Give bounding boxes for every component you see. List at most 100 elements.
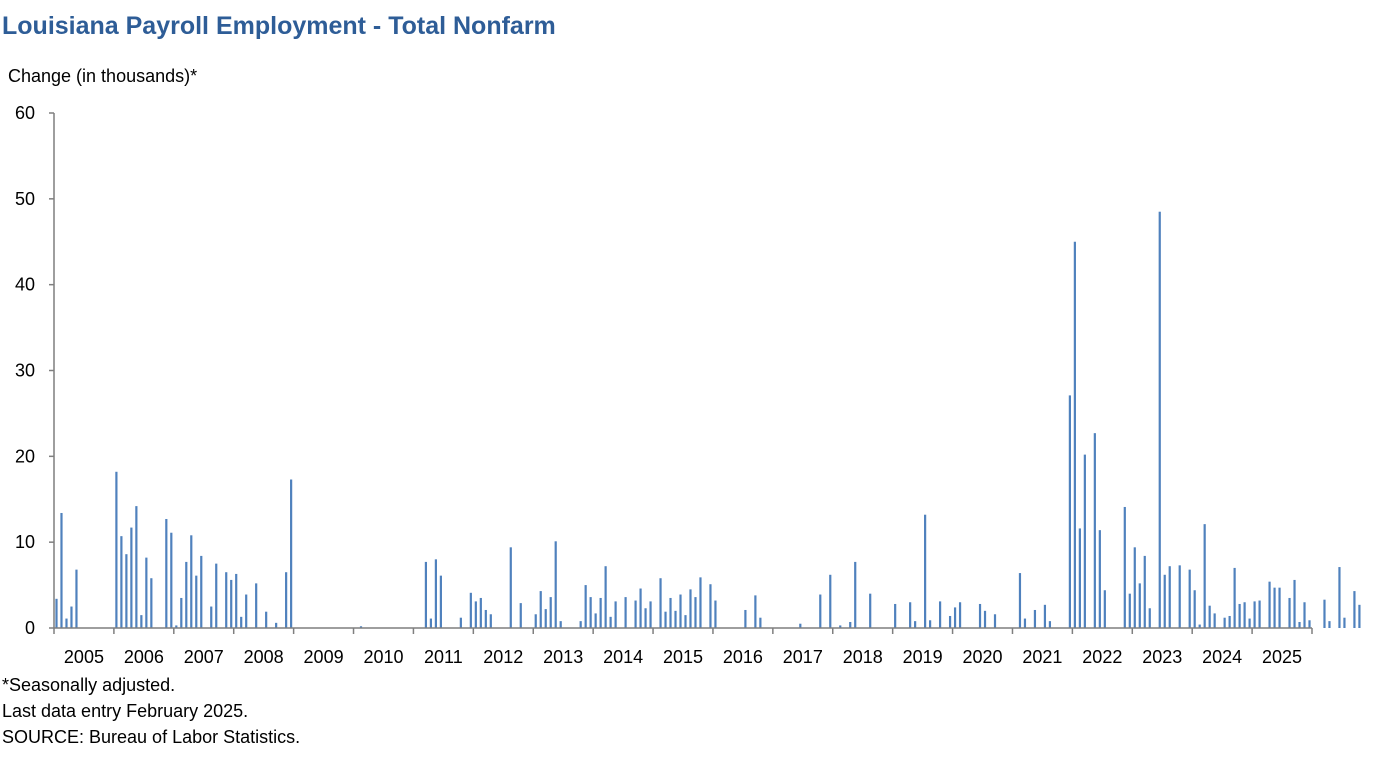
bar-2016-01 <box>714 600 717 628</box>
y-tick-label: 0 <box>25 618 35 638</box>
bar-2014-05 <box>614 601 617 628</box>
bar-2006-11 <box>165 518 168 628</box>
bar-2017-12 <box>829 574 832 628</box>
x-tick-label-2025: 2025 <box>1262 647 1302 667</box>
footnote-last-entry: Last data entry February 2025. <box>2 701 249 721</box>
bar-2005-01 <box>55 598 58 628</box>
bar-2016-09 <box>754 595 757 628</box>
bar-2017-10 <box>819 594 822 628</box>
bar-undefined-04 <box>1328 621 1331 628</box>
bar-2025-12 <box>1308 620 1311 628</box>
bar-2008-03 <box>245 594 248 628</box>
bar-2012-03 <box>484 609 487 628</box>
bar-2022-02 <box>1078 528 1081 628</box>
bar-2007-12 <box>230 579 233 628</box>
bar-2025-02 <box>1258 600 1261 628</box>
bar-2022-12 <box>1128 593 1131 628</box>
bar-2019-04 <box>909 602 912 628</box>
bar-2021-03 <box>1023 618 1027 628</box>
x-tick-label-2017: 2017 <box>783 647 823 667</box>
bar-2024-08 <box>1228 615 1231 628</box>
chart-title: Louisiana Payroll Employment - Total Non… <box>2 12 556 40</box>
y-tick-label: 40 <box>15 275 35 295</box>
bar-2024-11 <box>1243 602 1246 628</box>
bar-2008-02 <box>240 616 243 628</box>
bar-2015-07 <box>684 615 687 628</box>
bar-2006-12 <box>170 532 173 628</box>
bar-2020-07 <box>983 610 987 628</box>
y-tick-label: 50 <box>15 189 35 209</box>
bar-2007-06 <box>200 555 203 628</box>
x-tick-label-2010: 2010 <box>363 647 403 667</box>
bar-2018-05 <box>854 561 857 628</box>
bar-2011-10 <box>459 617 462 628</box>
bar-2013-04 <box>549 597 552 628</box>
x-tick-label-2016: 2016 <box>723 647 763 667</box>
bar-2013-05 <box>554 541 557 628</box>
y-axis-label: Change (in thousands)* <box>8 66 198 86</box>
bar-2005-05 <box>75 569 78 628</box>
bar-2025-05 <box>1273 587 1276 628</box>
x-tick-label-2020: 2020 <box>963 647 1003 667</box>
bar-2023-02 <box>1138 583 1141 628</box>
bar-2014-03 <box>604 566 607 628</box>
x-tick-label-2015: 2015 <box>663 647 703 667</box>
x-tick-label-2012: 2012 <box>483 647 523 667</box>
bar-2005-04 <box>70 606 73 628</box>
bar-2025-09 <box>1293 579 1296 628</box>
bar-2015-10 <box>699 577 702 628</box>
bar-2015-08 <box>689 589 692 628</box>
bar-2023-01 <box>1133 547 1136 628</box>
bar-2015-04 <box>669 597 672 628</box>
bar-2019-01 <box>894 603 897 628</box>
bar-2006-05 <box>135 506 138 628</box>
bar-2021-12 <box>1068 395 1071 628</box>
bar-undefined-03 <box>1323 599 1326 628</box>
bar-2023-07 <box>1163 574 1166 628</box>
bar-2019-07 <box>924 514 927 628</box>
x-tick-label-2011: 2011 <box>424 647 463 667</box>
bar-2025-06 <box>1278 587 1281 628</box>
bar-2010-02 <box>359 626 363 628</box>
bar-2022-05 <box>1093 433 1096 628</box>
bar-2007-04 <box>190 535 193 628</box>
bar-undefined-07 <box>1343 617 1346 628</box>
bar-2018-02 <box>839 625 842 628</box>
bar-2006-01 <box>115 471 118 628</box>
x-tick-label-2013: 2013 <box>543 647 583 667</box>
bar-2011-04 <box>429 618 433 628</box>
bar-2014-01 <box>594 613 597 628</box>
bar-2012-01 <box>474 601 477 628</box>
bar-2021-02 <box>1018 573 1022 628</box>
x-tick-label-2009: 2009 <box>304 647 344 667</box>
bar-2025-08 <box>1288 597 1291 628</box>
bar-2015-03 <box>664 611 667 628</box>
bar-2014-09 <box>634 600 637 628</box>
bar-2014-10 <box>639 588 642 628</box>
bar-2007-01 <box>175 625 178 628</box>
bar-2019-12 <box>948 615 952 628</box>
bar-2006-06 <box>140 615 143 628</box>
bar-2007-02 <box>180 597 183 628</box>
bar-2024-03 <box>1203 524 1206 628</box>
bar-2011-05 <box>434 559 437 628</box>
bar-2006-08 <box>150 578 153 628</box>
bar-2016-07 <box>744 609 747 628</box>
bar-2023-03 <box>1143 555 1146 628</box>
bar-2007-03 <box>185 561 188 628</box>
bar-2019-08 <box>929 620 932 628</box>
bar-2011-03 <box>424 561 428 628</box>
bar-2024-02 <box>1198 624 1201 628</box>
x-tick-label-2008: 2008 <box>244 647 284 667</box>
y-ticks-group: 0 10 20 30 40 50 60 <box>15 103 54 638</box>
x-tick-label-2019: 2019 <box>903 647 943 667</box>
y-tick-label: 10 <box>15 532 35 552</box>
x-tick-label-2007: 2007 <box>184 647 224 667</box>
bar-2016-10 <box>759 617 762 628</box>
bar-2013-01 <box>534 614 537 628</box>
footnotes: *Seasonally adjusted. Last data entry Fe… <box>2 672 300 750</box>
bar-2013-06 <box>559 621 562 628</box>
x-tick-label-2023: 2023 <box>1142 647 1182 667</box>
bar-2020-06 <box>978 603 982 628</box>
bar-2008-01 <box>235 573 238 628</box>
